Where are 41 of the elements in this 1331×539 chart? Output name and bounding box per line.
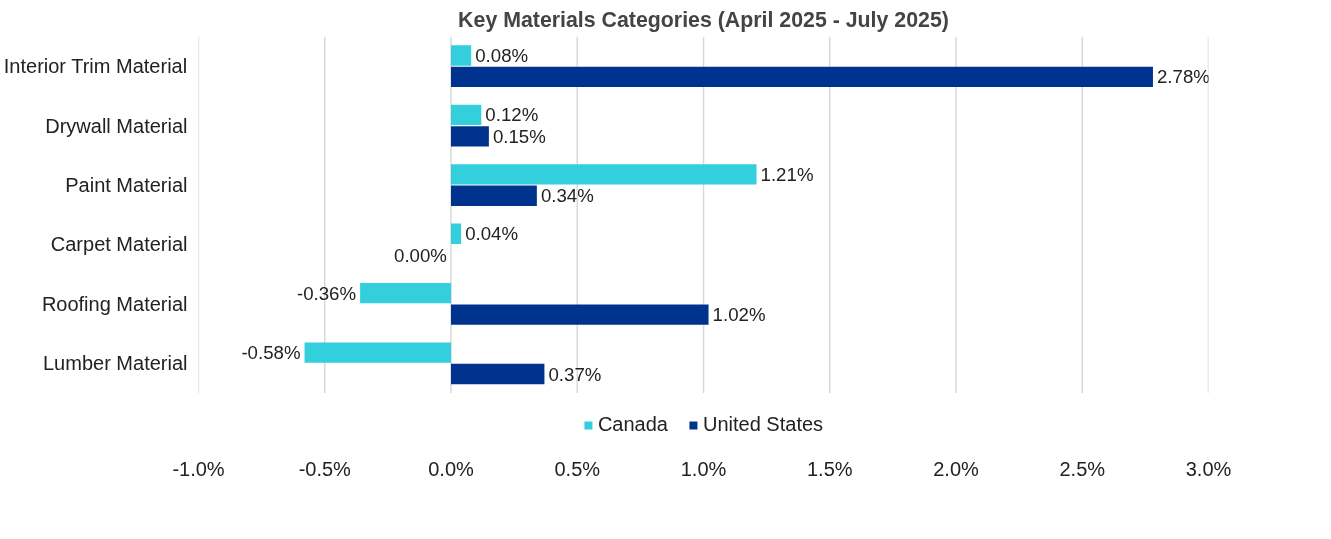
x-tick-label: 2.0% xyxy=(933,457,980,480)
y-tick-label: Roofing Material xyxy=(41,292,188,315)
bar xyxy=(451,66,1153,88)
x-tick-label: 2.5% xyxy=(1059,457,1106,480)
bar xyxy=(451,363,545,385)
y-tick-label: Carpet Material xyxy=(50,233,188,256)
data-label: 1.21% xyxy=(760,163,814,185)
legend-label: United States xyxy=(702,413,824,436)
x-tick-label: -1.0% xyxy=(172,457,225,480)
bar xyxy=(304,342,451,363)
x-tick-label: 0.0% xyxy=(428,457,475,480)
bar xyxy=(451,104,482,126)
data-label: 0.12% xyxy=(485,104,539,126)
bar xyxy=(451,164,757,185)
data-label: 0.00% xyxy=(394,244,447,266)
data-label: 0.37% xyxy=(548,363,602,385)
x-tick-label: -0.5% xyxy=(298,457,352,480)
data-label: 0.08% xyxy=(475,45,529,67)
x-tick-label: 1.5% xyxy=(806,457,853,480)
x-tick-label: 1.0% xyxy=(680,457,727,480)
bar xyxy=(451,223,462,244)
legend-label: Canada xyxy=(597,413,668,436)
data-label: 0.04% xyxy=(465,223,519,245)
data-label: -0.36% xyxy=(296,282,357,304)
y-tick-label: Interior Trim Material xyxy=(3,55,188,78)
bar xyxy=(451,126,489,147)
bar xyxy=(451,185,537,206)
y-tick-label: Drywall Material xyxy=(45,114,188,137)
bar xyxy=(360,283,451,304)
chart-title: Key Materials Categories (April 2025 - July 2025) xyxy=(458,7,949,32)
y-tick-label: Paint Material xyxy=(65,174,188,197)
x-tick-label: 3.0% xyxy=(1185,457,1232,480)
data-label: 0.34% xyxy=(540,185,594,207)
data-label: -0.58% xyxy=(241,342,301,364)
bar xyxy=(451,304,709,325)
y-tick-label: Lumber Material xyxy=(43,352,188,375)
x-tick-label: 0.5% xyxy=(554,457,601,480)
data-label: 1.02% xyxy=(712,304,766,326)
data-label: 2.78% xyxy=(1156,66,1210,88)
data-label: 0.15% xyxy=(492,125,546,147)
bar xyxy=(451,45,472,66)
